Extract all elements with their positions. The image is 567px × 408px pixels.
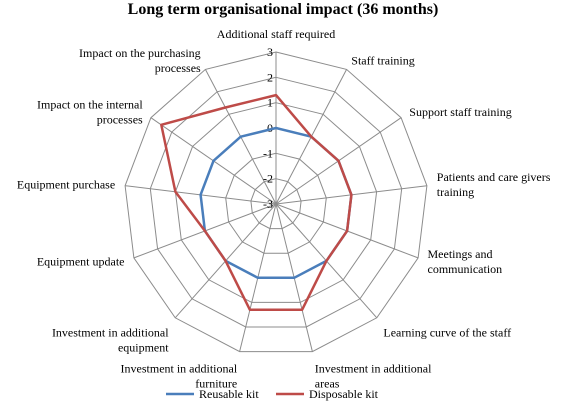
tick-label: 0 xyxy=(267,121,273,135)
category-labels: Additional staff required Staff training S… xyxy=(17,27,551,390)
category-label: Equipment purchase xyxy=(17,178,115,192)
legend-label: Disposable kit xyxy=(309,387,379,401)
legend-label: Reusable kit xyxy=(199,387,259,401)
category-label: Meetings and communication xyxy=(428,247,503,276)
category-label: Impact on the purchasing processes xyxy=(79,46,201,75)
data-series xyxy=(160,93,353,312)
tick-label: -2 xyxy=(263,172,273,186)
grid-ring xyxy=(124,51,428,353)
grid-ring xyxy=(174,102,378,303)
tick-label: -1 xyxy=(263,146,273,160)
grid-ring xyxy=(149,76,403,328)
chart-title: Long term organisational impact (36 mont… xyxy=(128,1,439,18)
category-label: Equipment update xyxy=(37,254,125,268)
category-label: Impact on the internal processes xyxy=(37,98,143,127)
grid-ring xyxy=(250,178,302,230)
tick-label: 3 xyxy=(267,45,273,59)
grid-ring xyxy=(225,152,327,254)
category-label: Learning curve of the staff xyxy=(383,325,511,339)
category-label: Investment in additional areas xyxy=(315,361,432,390)
tick-label: 1 xyxy=(267,96,273,110)
category-label: Support staff training xyxy=(409,105,511,119)
category-label: Investment in additional equipment xyxy=(52,325,169,354)
category-label: Investment in additional furniture xyxy=(121,361,238,390)
radial-tick-labels: 3 2 1 0 -1 -2 -3 xyxy=(263,45,273,211)
category-label: Staff training xyxy=(351,54,414,68)
series-line-disposable-kit xyxy=(160,93,353,312)
tick-label: -3 xyxy=(263,197,273,211)
tick-label: 2 xyxy=(267,70,273,84)
category-label: Patients and care givers training xyxy=(437,170,551,199)
legend: Reusable kit Disposable kit xyxy=(166,387,379,401)
category-label: Additional staff required xyxy=(217,27,335,41)
